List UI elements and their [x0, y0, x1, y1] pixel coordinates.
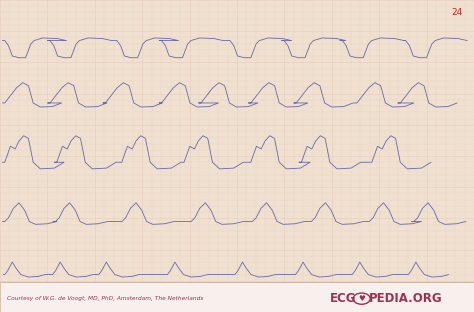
Bar [0, 282, 474, 312]
Text: ECG: ECG [329, 292, 356, 305]
Text: PEDIA.ORG: PEDIA.ORG [369, 292, 442, 305]
Text: ♥: ♥ [358, 294, 365, 303]
Text: 24: 24 [451, 8, 462, 17]
Text: Courtesy of W.G. de Voogt, MD, PhD, Amsterdam, The Netherlands: Courtesy of W.G. de Voogt, MD, PhD, Amst… [7, 296, 203, 301]
